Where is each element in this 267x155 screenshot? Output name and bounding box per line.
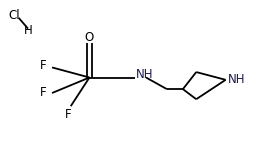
Text: O: O [85, 31, 94, 44]
Text: F: F [40, 86, 47, 100]
Text: Cl: Cl [9, 9, 21, 22]
Text: F: F [40, 59, 47, 72]
Text: F: F [65, 108, 71, 121]
Text: H: H [24, 24, 32, 38]
Text: NH: NH [136, 68, 153, 81]
Text: NH: NH [227, 73, 245, 86]
